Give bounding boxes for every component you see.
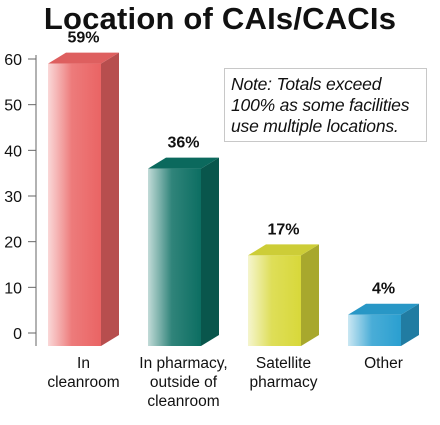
y-tick-label-10: 10: [4, 280, 22, 297]
bar-2-front: [148, 168, 201, 346]
y-tick-label-20: 20: [4, 235, 22, 252]
bar-1: [48, 52, 119, 347]
category-label-2: In pharmacy, outside of cleanroom: [139, 355, 228, 410]
data-labels: 59% 36% 17% 4%: [67, 30, 395, 298]
bar-1-front: [48, 63, 101, 347]
bar-3-side: [301, 244, 319, 346]
bar-3: [248, 244, 319, 346]
bar-4-side: [401, 303, 419, 346]
bar-1-top: [48, 52, 119, 64]
category-label-1: In cleanroom: [47, 355, 120, 391]
y-tick-label-0: 0: [13, 326, 22, 343]
data-label-1: 59%: [67, 30, 99, 47]
data-label-4: 4%: [372, 281, 395, 298]
chart-title: Location of CAIs/CACIs: [43, 1, 397, 36]
bar-4: [348, 303, 419, 346]
note-annotation: Note: Totals exceed 100% as some facilit…: [224, 68, 427, 142]
y-tick-label-60: 60: [4, 52, 22, 69]
category-label-3: Satellite pharmacy: [249, 355, 318, 391]
bar-2-top: [148, 157, 219, 169]
y-tick-label-30: 30: [4, 189, 22, 206]
bars: [48, 52, 419, 347]
bar-3-top: [248, 244, 319, 256]
bar-1-side: [101, 52, 119, 347]
bar-4-front: [348, 314, 401, 346]
bar-4-top: [348, 303, 419, 315]
category-label-4: Other: [364, 355, 403, 372]
data-label-2: 36%: [167, 135, 199, 152]
y-axis: 0 10 20 30 40 50 60: [4, 52, 37, 346]
bar-3-front: [248, 255, 301, 346]
bar-2-side: [201, 157, 219, 346]
data-label-3: 17%: [267, 221, 299, 238]
bar-2: [148, 157, 219, 346]
y-tick-label-40: 40: [4, 143, 22, 160]
y-tick-label-50: 50: [4, 98, 22, 115]
